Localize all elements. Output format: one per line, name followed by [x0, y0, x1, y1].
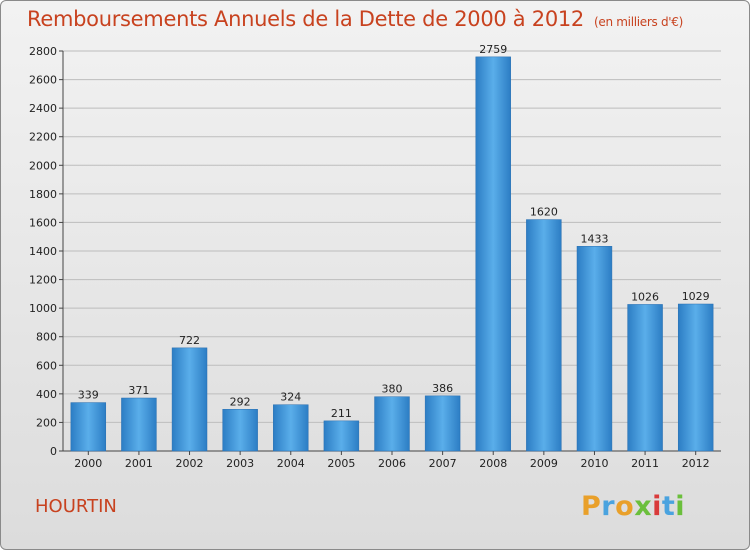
- logo-letter: P: [581, 491, 602, 522]
- x-tick-label: 2001: [125, 457, 153, 470]
- data-label: 339: [78, 389, 99, 402]
- bar-2005: [323, 420, 360, 452]
- data-label: 211: [331, 407, 352, 420]
- data-label: 324: [280, 391, 301, 404]
- x-tick-label: 2010: [580, 457, 608, 470]
- data-label: 1433: [580, 232, 608, 245]
- data-label: 371: [128, 384, 149, 397]
- y-tick-label: 1000: [29, 302, 57, 315]
- y-tick-label: 2200: [29, 131, 57, 144]
- data-label: 1029: [682, 290, 710, 303]
- y-tick-label: 0: [50, 445, 57, 458]
- data-label: 1026: [631, 290, 659, 303]
- y-tick-label: 1400: [29, 245, 57, 258]
- bar-2004: [273, 404, 309, 452]
- y-tick-label: 2400: [29, 102, 57, 115]
- x-tick-label: 2003: [226, 457, 254, 470]
- bar-2010: [576, 246, 613, 452]
- bar-2009: [526, 219, 562, 452]
- data-label: 2759: [479, 43, 507, 56]
- bar-2002: [171, 347, 208, 452]
- x-tick-label: 2012: [682, 457, 710, 470]
- y-tick-label: 2800: [29, 45, 57, 58]
- y-tick-label: 2600: [29, 74, 57, 87]
- x-tick-label: 2002: [176, 457, 204, 470]
- logo-letter: x: [634, 491, 653, 522]
- chart-title: Remboursements Annuels de la Dette de 20…: [27, 7, 683, 31]
- data-label: 380: [382, 383, 403, 396]
- y-tick-label: 200: [36, 416, 57, 429]
- data-label: 386: [432, 382, 453, 395]
- x-tick-label: 2011: [631, 457, 659, 470]
- chart-unit: (en milliers d'€): [594, 15, 684, 29]
- y-tick-label: 400: [36, 388, 57, 401]
- y-tick-label: 800: [36, 331, 57, 344]
- chart-title-text: Remboursements Annuels de la Dette de 20…: [27, 7, 584, 31]
- bars: [70, 56, 714, 452]
- y-tick-label: 600: [36, 359, 57, 372]
- x-tick-label: 2008: [479, 457, 507, 470]
- bar-2001: [121, 397, 157, 452]
- bar-2003: [222, 409, 258, 452]
- proxiti-logo: Proxiti: [581, 491, 685, 522]
- x-tick-label: 2007: [429, 457, 457, 470]
- labels: 0 200 400 600 800 1000 1200 1400 1600 1800 2000 220…: [29, 43, 710, 470]
- bar-2008: [475, 56, 511, 452]
- x-tick-label: 2005: [327, 457, 355, 470]
- bar-2006: [374, 396, 410, 452]
- logo-letter: r: [601, 491, 616, 522]
- logo-letter: o: [615, 491, 635, 522]
- x-tick-label: 2009: [530, 457, 558, 470]
- logo-letter: i: [652, 491, 662, 522]
- commune-name: HOURTIN: [35, 496, 117, 517]
- bar-2012: [677, 303, 714, 452]
- bar-2000: [70, 402, 107, 452]
- x-tick-label: 2004: [277, 457, 305, 470]
- data-label: 1620: [530, 206, 558, 219]
- y-tick-label: 2000: [29, 159, 57, 172]
- data-label: 722: [179, 334, 200, 347]
- x-tick-label: 2006: [378, 457, 406, 470]
- x-tick-label: 2000: [74, 457, 102, 470]
- data-label: 292: [230, 395, 251, 408]
- logo-letter: i: [675, 491, 686, 522]
- y-tick-label: 1200: [29, 274, 57, 287]
- y-tick-label: 1800: [29, 188, 57, 201]
- bar-2011: [627, 304, 663, 452]
- logo-letter: t: [661, 491, 676, 522]
- y-tick-label: 1600: [29, 216, 57, 229]
- bar-2007: [424, 395, 461, 452]
